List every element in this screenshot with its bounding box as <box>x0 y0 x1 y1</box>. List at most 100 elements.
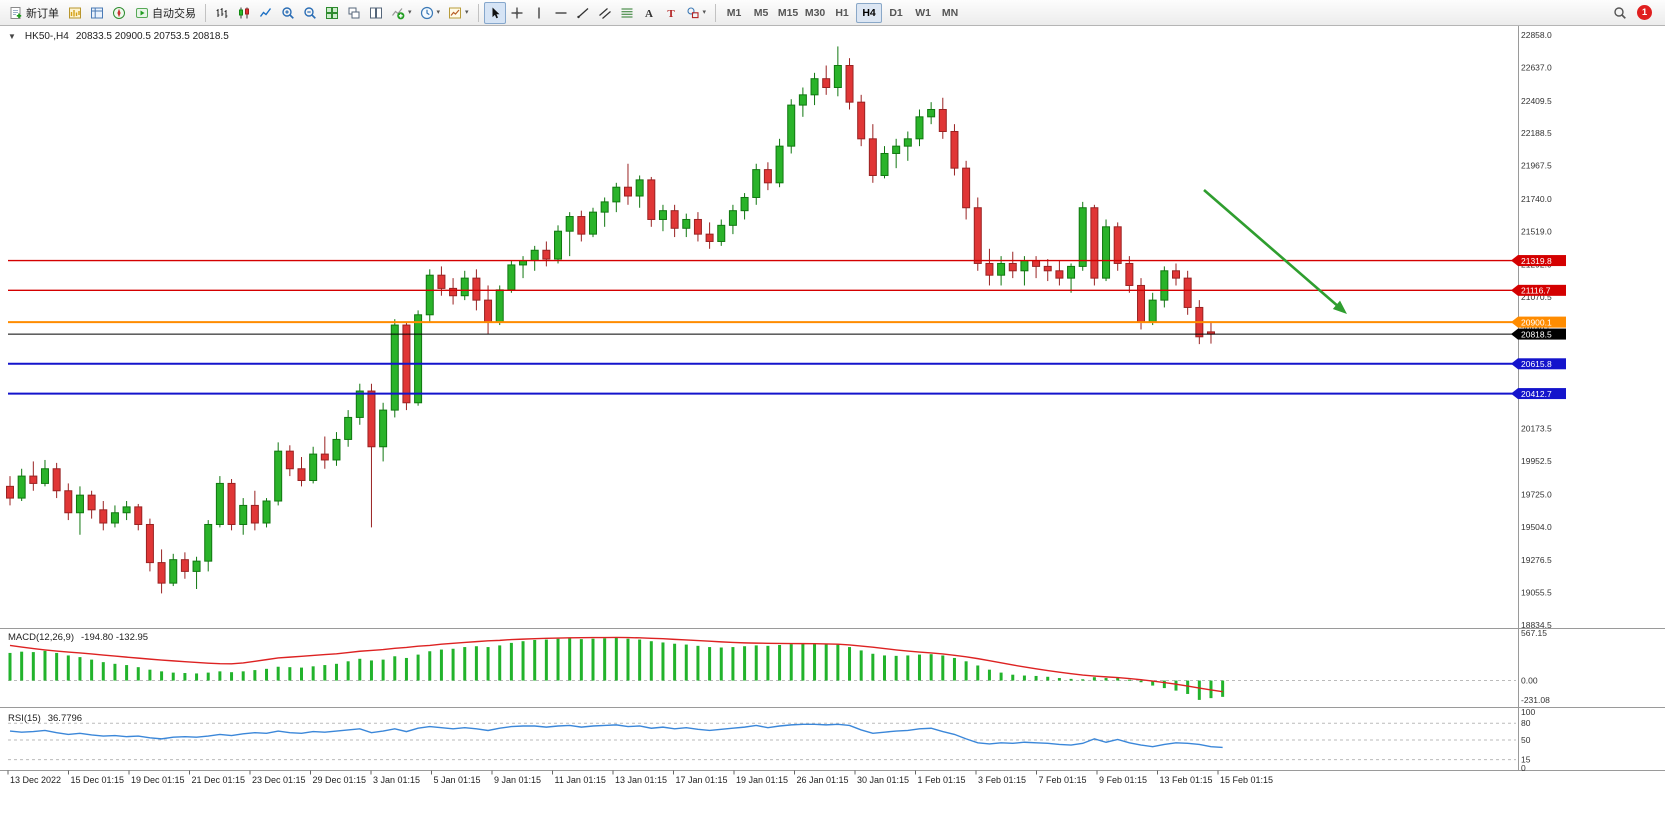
search-button[interactable] <box>1609 2 1631 24</box>
svg-text:19055.5: 19055.5 <box>1521 588 1552 598</box>
dropdown-caret-icon: ▾ <box>702 9 707 16</box>
rsi-name: RSI(15) <box>8 713 41 724</box>
zoom-in-button[interactable] <box>277 2 299 24</box>
svg-text:19504.0: 19504.0 <box>1521 522 1552 532</box>
zoom-out-button[interactable] <box>299 2 321 24</box>
notification-badge[interactable]: 1 <box>1637 5 1652 20</box>
periods-icon <box>420 6 434 20</box>
cursor-button[interactable] <box>483 1 506 24</box>
timeframe-m1-button[interactable]: M1 <box>721 3 747 23</box>
svg-text:29 Dec 01:15: 29 Dec 01:15 <box>313 775 367 785</box>
tile-windows-button[interactable] <box>321 2 343 24</box>
templates-button[interactable]: ▾ <box>444 2 473 24</box>
timeframe-w1-button[interactable]: W1 <box>910 3 936 23</box>
svg-text:21070.5: 21070.5 <box>1521 292 1552 302</box>
svg-text:0.00: 0.00 <box>1521 676 1538 686</box>
macd-indicator-label: MACD(12,26,9) -194.80 -132.95 <box>8 632 148 643</box>
channel-icon <box>598 6 612 20</box>
timeframe-d1-button[interactable]: D1 <box>883 3 909 23</box>
collapse-chart-icon[interactable]: ▼ <box>8 32 16 41</box>
market-watch-button[interactable] <box>64 2 86 24</box>
timeframe-h1-button[interactable]: H1 <box>829 3 855 23</box>
svg-text:9 Jan 01:15: 9 Jan 01:15 <box>494 775 541 785</box>
bar-chart-button[interactable] <box>211 2 233 24</box>
svg-text:22858.0: 22858.0 <box>1521 30 1552 40</box>
svg-text:0: 0 <box>1521 763 1526 773</box>
zoom-in-icon <box>281 6 295 20</box>
templates-icon <box>448 6 462 20</box>
svg-text:15 Feb 01:15: 15 Feb 01:15 <box>1220 775 1273 785</box>
macd-panel: 567.15 0.00 -231.08 <box>8 628 1550 705</box>
horizontal-lines[interactable]: 21319.8 21116.7 20900.1 20615.8 20412.7 20818… <box>8 255 1566 400</box>
svg-text:-231.08: -231.08 <box>1521 695 1550 705</box>
svg-text:26 Jan 01:15: 26 Jan 01:15 <box>797 775 849 785</box>
svg-text:13 Dec 2022: 13 Dec 2022 <box>10 775 61 785</box>
dropdown-caret-icon: ▾ <box>465 9 469 16</box>
svg-text:17 Jan 01:15: 17 Jan 01:15 <box>676 775 728 785</box>
vertical-line-icon <box>532 6 546 20</box>
new-order-button[interactable]: 新订单 <box>5 2 63 24</box>
tile-windows-icon <box>325 6 339 20</box>
toolbar-separator <box>477 3 479 22</box>
cursor-icon <box>488 6 502 20</box>
dropdown-caret-icon: ▾ <box>408 9 412 16</box>
timeframe-buttons: M1 M5 M15 M30 H1 H4 D1 W1 MN <box>721 2 963 23</box>
shapes-button[interactable]: ▾ <box>682 2 711 24</box>
svg-text:21116.7: 21116.7 <box>1521 286 1551 296</box>
chart-window[interactable]: 22858.0 22637.0 22409.5 22188.5 21967.5 21740… <box>0 26 1665 839</box>
navigator-button[interactable] <box>108 2 130 24</box>
line-chart-button[interactable] <box>255 2 277 24</box>
svg-text:19 Dec 01:15: 19 Dec 01:15 <box>131 775 185 785</box>
time-axis: 13 Dec 2022 15 Dec 01:15 19 Dec 01:15 21 De… <box>7 770 1273 785</box>
channel-button[interactable] <box>594 2 616 24</box>
horizontal-line-button[interactable] <box>550 2 572 24</box>
svg-text:19725.0: 19725.0 <box>1521 489 1552 499</box>
horizontal-line-icon <box>554 6 568 20</box>
timeframe-h4-button[interactable]: H4 <box>856 2 883 23</box>
svg-text:19 Jan 01:15: 19 Jan 01:15 <box>736 775 788 785</box>
indicators-button[interactable]: ▾ <box>387 2 416 24</box>
timeframe-mn-button[interactable]: MN <box>937 3 963 23</box>
data-window-button[interactable] <box>86 2 108 24</box>
chart-title: ▼ HK50-,H4 20833.5 20900.5 20753.5 20818… <box>8 31 229 42</box>
fibonacci-button[interactable] <box>616 2 638 24</box>
shapes-icon <box>686 6 700 20</box>
svg-text:7 Feb 01:15: 7 Feb 01:15 <box>1039 775 1087 785</box>
data-window-icon <box>90 6 104 20</box>
crosshair-button[interactable] <box>506 2 528 24</box>
label-tool-button[interactable]: T <box>660 2 682 24</box>
svg-text:21740.0: 21740.0 <box>1521 194 1552 204</box>
new-order-icon <box>9 6 23 20</box>
cascade-windows-button[interactable] <box>343 2 365 24</box>
trendline-button[interactable] <box>572 2 594 24</box>
timeframe-m5-button[interactable]: M5 <box>748 3 774 23</box>
trend-arrow[interactable] <box>1203 189 1347 314</box>
crosshair-icon <box>510 6 524 20</box>
svg-text:15 Dec 01:15: 15 Dec 01:15 <box>71 775 125 785</box>
svg-text:A: A <box>645 8 653 20</box>
symbol-period-label: HK50-,H4 <box>24 31 69 42</box>
auto-trading-button[interactable]: 自动交易 <box>131 2 200 24</box>
vertical-line-button[interactable] <box>528 2 550 24</box>
bar-chart-icon <box>215 6 229 20</box>
indicators-icon <box>391 6 405 20</box>
timeframe-m15-button[interactable]: M15 <box>775 3 801 23</box>
svg-text:567.15: 567.15 <box>1521 628 1547 638</box>
candlestick-chart-button[interactable] <box>233 2 255 24</box>
toolbar-separator <box>715 3 717 22</box>
new-order-label: 新订单 <box>26 7 59 20</box>
tile-vertical-button[interactable] <box>365 2 387 24</box>
svg-text:22637.0: 22637.0 <box>1521 62 1552 72</box>
chart-canvas[interactable]: 22858.0 22637.0 22409.5 22188.5 21967.5 21740… <box>0 26 1665 839</box>
svg-text:19952.5: 19952.5 <box>1521 456 1552 466</box>
periods-button[interactable]: ▾ <box>416 2 445 24</box>
svg-text:22409.5: 22409.5 <box>1521 96 1552 106</box>
macd-values: -194.80 -132.95 <box>81 632 149 643</box>
svg-text:3 Jan 01:15: 3 Jan 01:15 <box>373 775 420 785</box>
svg-text:18834.5: 18834.5 <box>1521 620 1552 630</box>
timeframe-m30-button[interactable]: M30 <box>802 3 828 23</box>
text-tool-button[interactable]: A <box>638 2 660 24</box>
svg-text:22188.5: 22188.5 <box>1521 128 1552 138</box>
svg-text:13 Jan 01:15: 13 Jan 01:15 <box>615 775 667 785</box>
